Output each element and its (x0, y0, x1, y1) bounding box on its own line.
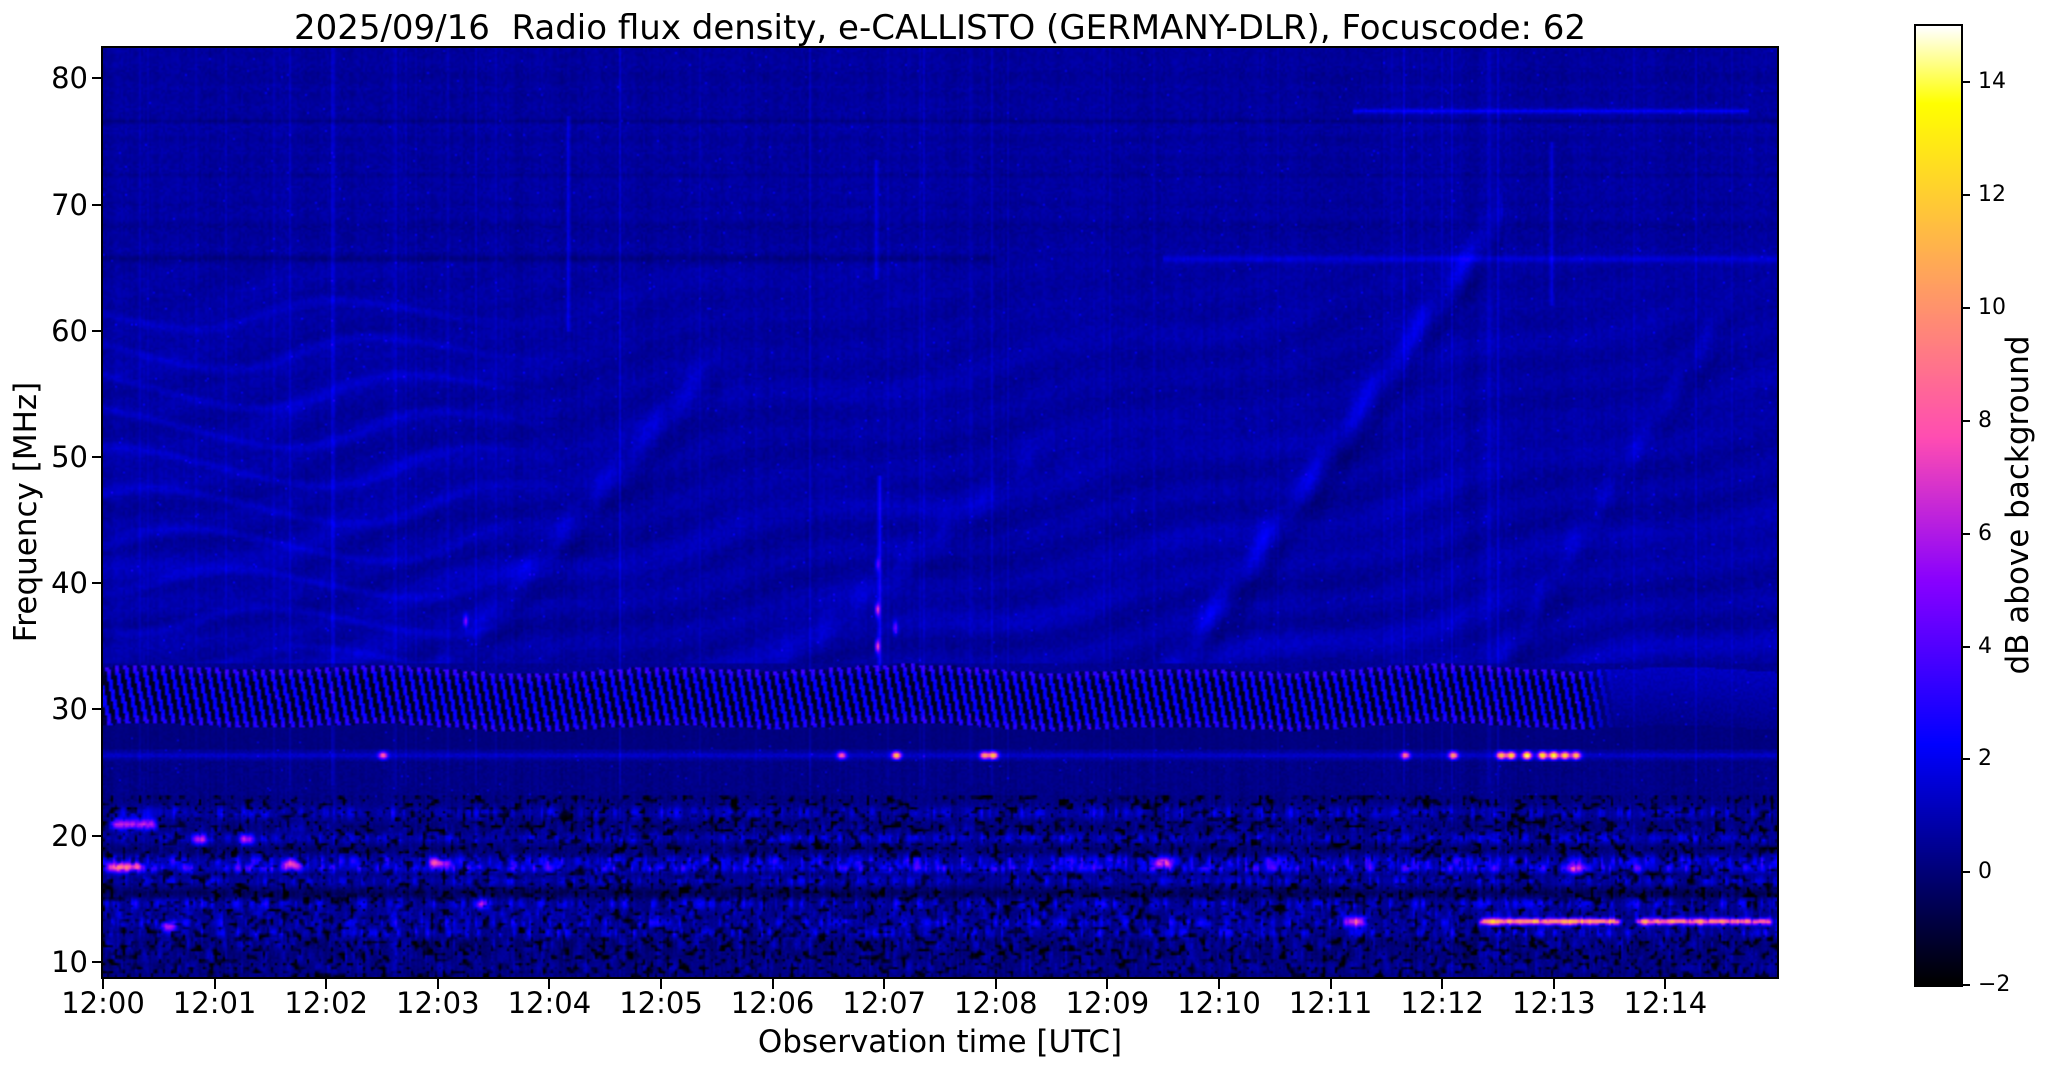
colorbar-tick-label: 4 (1978, 633, 1992, 659)
x-tick-label: 12:12 (1400, 986, 1484, 1020)
colorbar (1914, 24, 1963, 987)
x-tick-mark (436, 979, 439, 989)
y-tick-label: 80 (51, 61, 88, 96)
x-tick-label: 12:09 (1065, 986, 1150, 1020)
colorbar-tick-mark (1961, 419, 1970, 422)
colorbar-gradient (1916, 26, 1961, 985)
x-tick-label: 12:11 (1288, 986, 1373, 1020)
colorbar-tick-label: 14 (1978, 69, 2006, 95)
x-tick-label: 12:04 (507, 986, 592, 1020)
x-tick-mark (660, 979, 662, 989)
x-tick-mark (325, 979, 328, 989)
colorbar-tick-mark (1961, 984, 1970, 986)
y-tick-label: 70 (51, 187, 88, 222)
spectrogram-canvas (103, 48, 1777, 977)
x-tick-label: 12:05 (619, 986, 703, 1020)
x-tick-mark (771, 979, 774, 989)
colorbar-tick-mark (1961, 194, 1970, 197)
plot-area (101, 46, 1779, 979)
colorbar-tick-label: 8 (1978, 407, 1992, 433)
colorbar-tick-mark (1961, 758, 1970, 761)
colorbar-tick-mark (1961, 871, 1970, 874)
colorbar-label: dB above background (2000, 335, 2036, 675)
x-tick-label: 12:08 (954, 986, 1038, 1020)
x-tick-mark (1552, 979, 1555, 989)
y-tick-label: 20 (51, 818, 88, 853)
x-tick-mark (1329, 979, 1332, 989)
x-tick-mark (1441, 979, 1444, 989)
y-axis-label: Frequency [MHz] (8, 381, 44, 643)
y-tick-mark (92, 834, 102, 837)
y-tick-label: 50 (51, 439, 88, 474)
colorbar-tick-label: 6 (1978, 520, 1992, 546)
y-tick-label: 60 (51, 313, 88, 348)
y-tick-label: 40 (51, 566, 88, 601)
x-tick-mark (102, 979, 104, 989)
colorbar-tick-label: 12 (1978, 182, 2006, 208)
colorbar-tick-mark (1961, 81, 1970, 84)
y-tick-mark (92, 455, 102, 458)
x-tick-mark (1664, 979, 1667, 989)
y-tick-mark (92, 708, 102, 711)
x-tick-label: 12:06 (730, 986, 815, 1020)
x-axis-label: Observation time [UTC] (757, 1024, 1123, 1060)
y-tick-label: 30 (51, 692, 88, 727)
y-tick-mark (92, 960, 102, 963)
colorbar-tick-label: 10 (1978, 295, 2006, 321)
chart-title: 2025/09/16 Radio flux density, e-CALLIST… (293, 8, 1587, 48)
x-tick-label: 12:13 (1512, 986, 1596, 1020)
y-tick-label: 10 (51, 944, 88, 979)
colorbar-tick-label: 2 (1978, 746, 1992, 772)
y-tick-mark (92, 582, 102, 585)
x-tick-label: 12:00 (61, 986, 145, 1020)
x-tick-mark (883, 979, 886, 989)
colorbar-tick-label: 0 (1978, 859, 1992, 885)
y-tick-mark (92, 203, 102, 206)
y-tick-mark (92, 329, 102, 332)
x-tick-label: 12:10 (1177, 986, 1261, 1020)
y-tick-mark (92, 77, 102, 80)
x-tick-label: 12:03 (396, 986, 480, 1020)
x-tick-mark (1218, 979, 1220, 989)
x-tick-mark (548, 979, 551, 989)
x-tick-mark (994, 979, 997, 989)
x-tick-mark (1106, 979, 1109, 989)
colorbar-tick-mark (1961, 532, 1970, 535)
colorbar-tick-label: −2 (1978, 972, 2011, 997)
colorbar-tick-mark (1961, 645, 1970, 648)
x-tick-label: 12:01 (172, 986, 257, 1020)
x-tick-label: 12:14 (1623, 986, 1708, 1020)
x-tick-label: 12:07 (842, 986, 926, 1020)
x-tick-mark (213, 979, 216, 989)
x-tick-label: 12:02 (284, 986, 368, 1020)
colorbar-tick-mark (1961, 307, 1970, 310)
